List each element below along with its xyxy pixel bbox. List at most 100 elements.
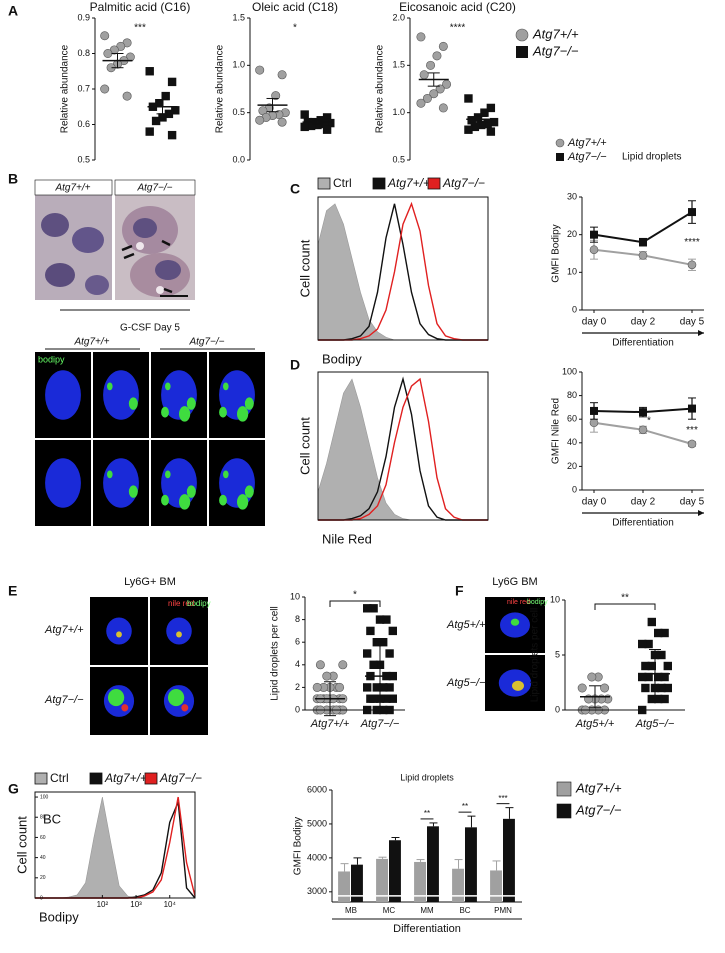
point	[255, 65, 265, 75]
point	[587, 672, 597, 682]
y-tick-label: 4000	[307, 852, 327, 862]
x-tick-label: MC	[383, 906, 396, 915]
nucleus	[45, 370, 81, 420]
nucleus	[133, 218, 157, 238]
nucleus	[45, 263, 75, 287]
chart-title: Lipid droplets	[400, 772, 454, 782]
annotation: ***	[686, 425, 698, 436]
confocal-grid	[485, 597, 545, 711]
y-tick-label: 0.7	[77, 83, 90, 93]
point	[369, 694, 378, 703]
lipid-droplet	[223, 470, 229, 479]
panel-label: E	[8, 583, 17, 599]
point	[470, 122, 480, 132]
point	[464, 125, 473, 134]
y-tick-label: 1.0	[392, 107, 405, 117]
lipid-droplet	[223, 382, 229, 391]
point	[388, 626, 397, 636]
nucleus	[72, 227, 104, 253]
point	[432, 51, 442, 61]
image-title: Ly6G+ BM	[124, 576, 176, 588]
lipid-droplet	[161, 494, 169, 506]
y-tick-label: 0	[572, 484, 577, 494]
y-tick-label: 0.9	[77, 12, 90, 22]
x-tick-label: 10²	[97, 900, 109, 909]
point	[322, 125, 332, 134]
point	[688, 208, 696, 217]
y-tick-label: 10	[290, 591, 300, 601]
point	[271, 91, 281, 101]
lipid-droplet	[186, 485, 196, 498]
legend-label: Atg7+/+	[532, 26, 579, 41]
point	[375, 615, 385, 624]
y-tick-label: 0.0	[232, 154, 245, 164]
nucleus	[166, 617, 192, 645]
point	[300, 122, 309, 132]
y-axis-label: GMFI Bodipy	[551, 224, 562, 282]
point	[435, 84, 445, 94]
y-tick-label: 0.6	[77, 119, 90, 129]
caption: G-CSF Day 5	[120, 323, 180, 334]
point	[515, 28, 529, 42]
histogram-area	[317, 378, 488, 521]
legend-swatch	[317, 177, 331, 190]
point	[369, 604, 378, 613]
panel-label: A	[8, 3, 18, 19]
point	[167, 130, 177, 140]
point	[382, 694, 391, 703]
y-axis-label: Relative abundance	[60, 44, 71, 133]
x-tick-label: MB	[345, 906, 357, 915]
y-tick-label: 0.5	[392, 154, 405, 164]
nucleus	[41, 213, 69, 237]
point	[555, 138, 565, 148]
point	[419, 70, 429, 80]
lipid-droplet	[156, 286, 164, 294]
y-tick-label: 0.5	[77, 154, 90, 164]
y-axis-label: Relative abundance	[375, 44, 386, 133]
panel-label: D	[290, 357, 300, 373]
point	[556, 153, 564, 161]
point	[438, 41, 448, 51]
nucleus	[103, 458, 139, 508]
point	[322, 671, 332, 681]
point	[687, 260, 697, 270]
stain-label: bodipy	[527, 599, 548, 606]
y-tick-label: 1.5	[392, 60, 405, 70]
legend-note: Lipid droplets	[622, 152, 681, 163]
annotation: *	[647, 416, 651, 427]
y-tick-label: 40	[567, 437, 577, 447]
point	[158, 113, 167, 122]
point	[277, 117, 287, 127]
bar	[376, 858, 388, 902]
point	[388, 694, 397, 703]
point	[660, 628, 669, 638]
point	[638, 251, 648, 260]
point	[480, 108, 489, 117]
x-tick-label: day 5	[680, 497, 705, 508]
point	[338, 660, 348, 670]
nucleus	[103, 370, 139, 420]
bar	[389, 840, 401, 902]
point	[103, 48, 113, 58]
point	[486, 127, 496, 136]
y-tick-label: 0	[40, 895, 43, 901]
bracket	[594, 603, 656, 610]
lipid-droplet	[121, 704, 129, 712]
point	[660, 672, 669, 682]
significance: *	[353, 590, 357, 601]
lipid-droplet	[244, 397, 254, 410]
point	[663, 683, 672, 693]
point	[641, 683, 650, 693]
x-tick-label: MM	[420, 906, 434, 915]
x-tick-label: BC	[459, 906, 470, 915]
point	[145, 127, 154, 136]
point	[638, 672, 647, 682]
annotation: ***	[498, 794, 507, 803]
point	[473, 113, 483, 122]
point	[372, 683, 381, 692]
point	[277, 70, 287, 80]
point	[657, 650, 666, 660]
genotype-label: Atg7−/−	[188, 337, 224, 348]
point	[660, 694, 669, 704]
